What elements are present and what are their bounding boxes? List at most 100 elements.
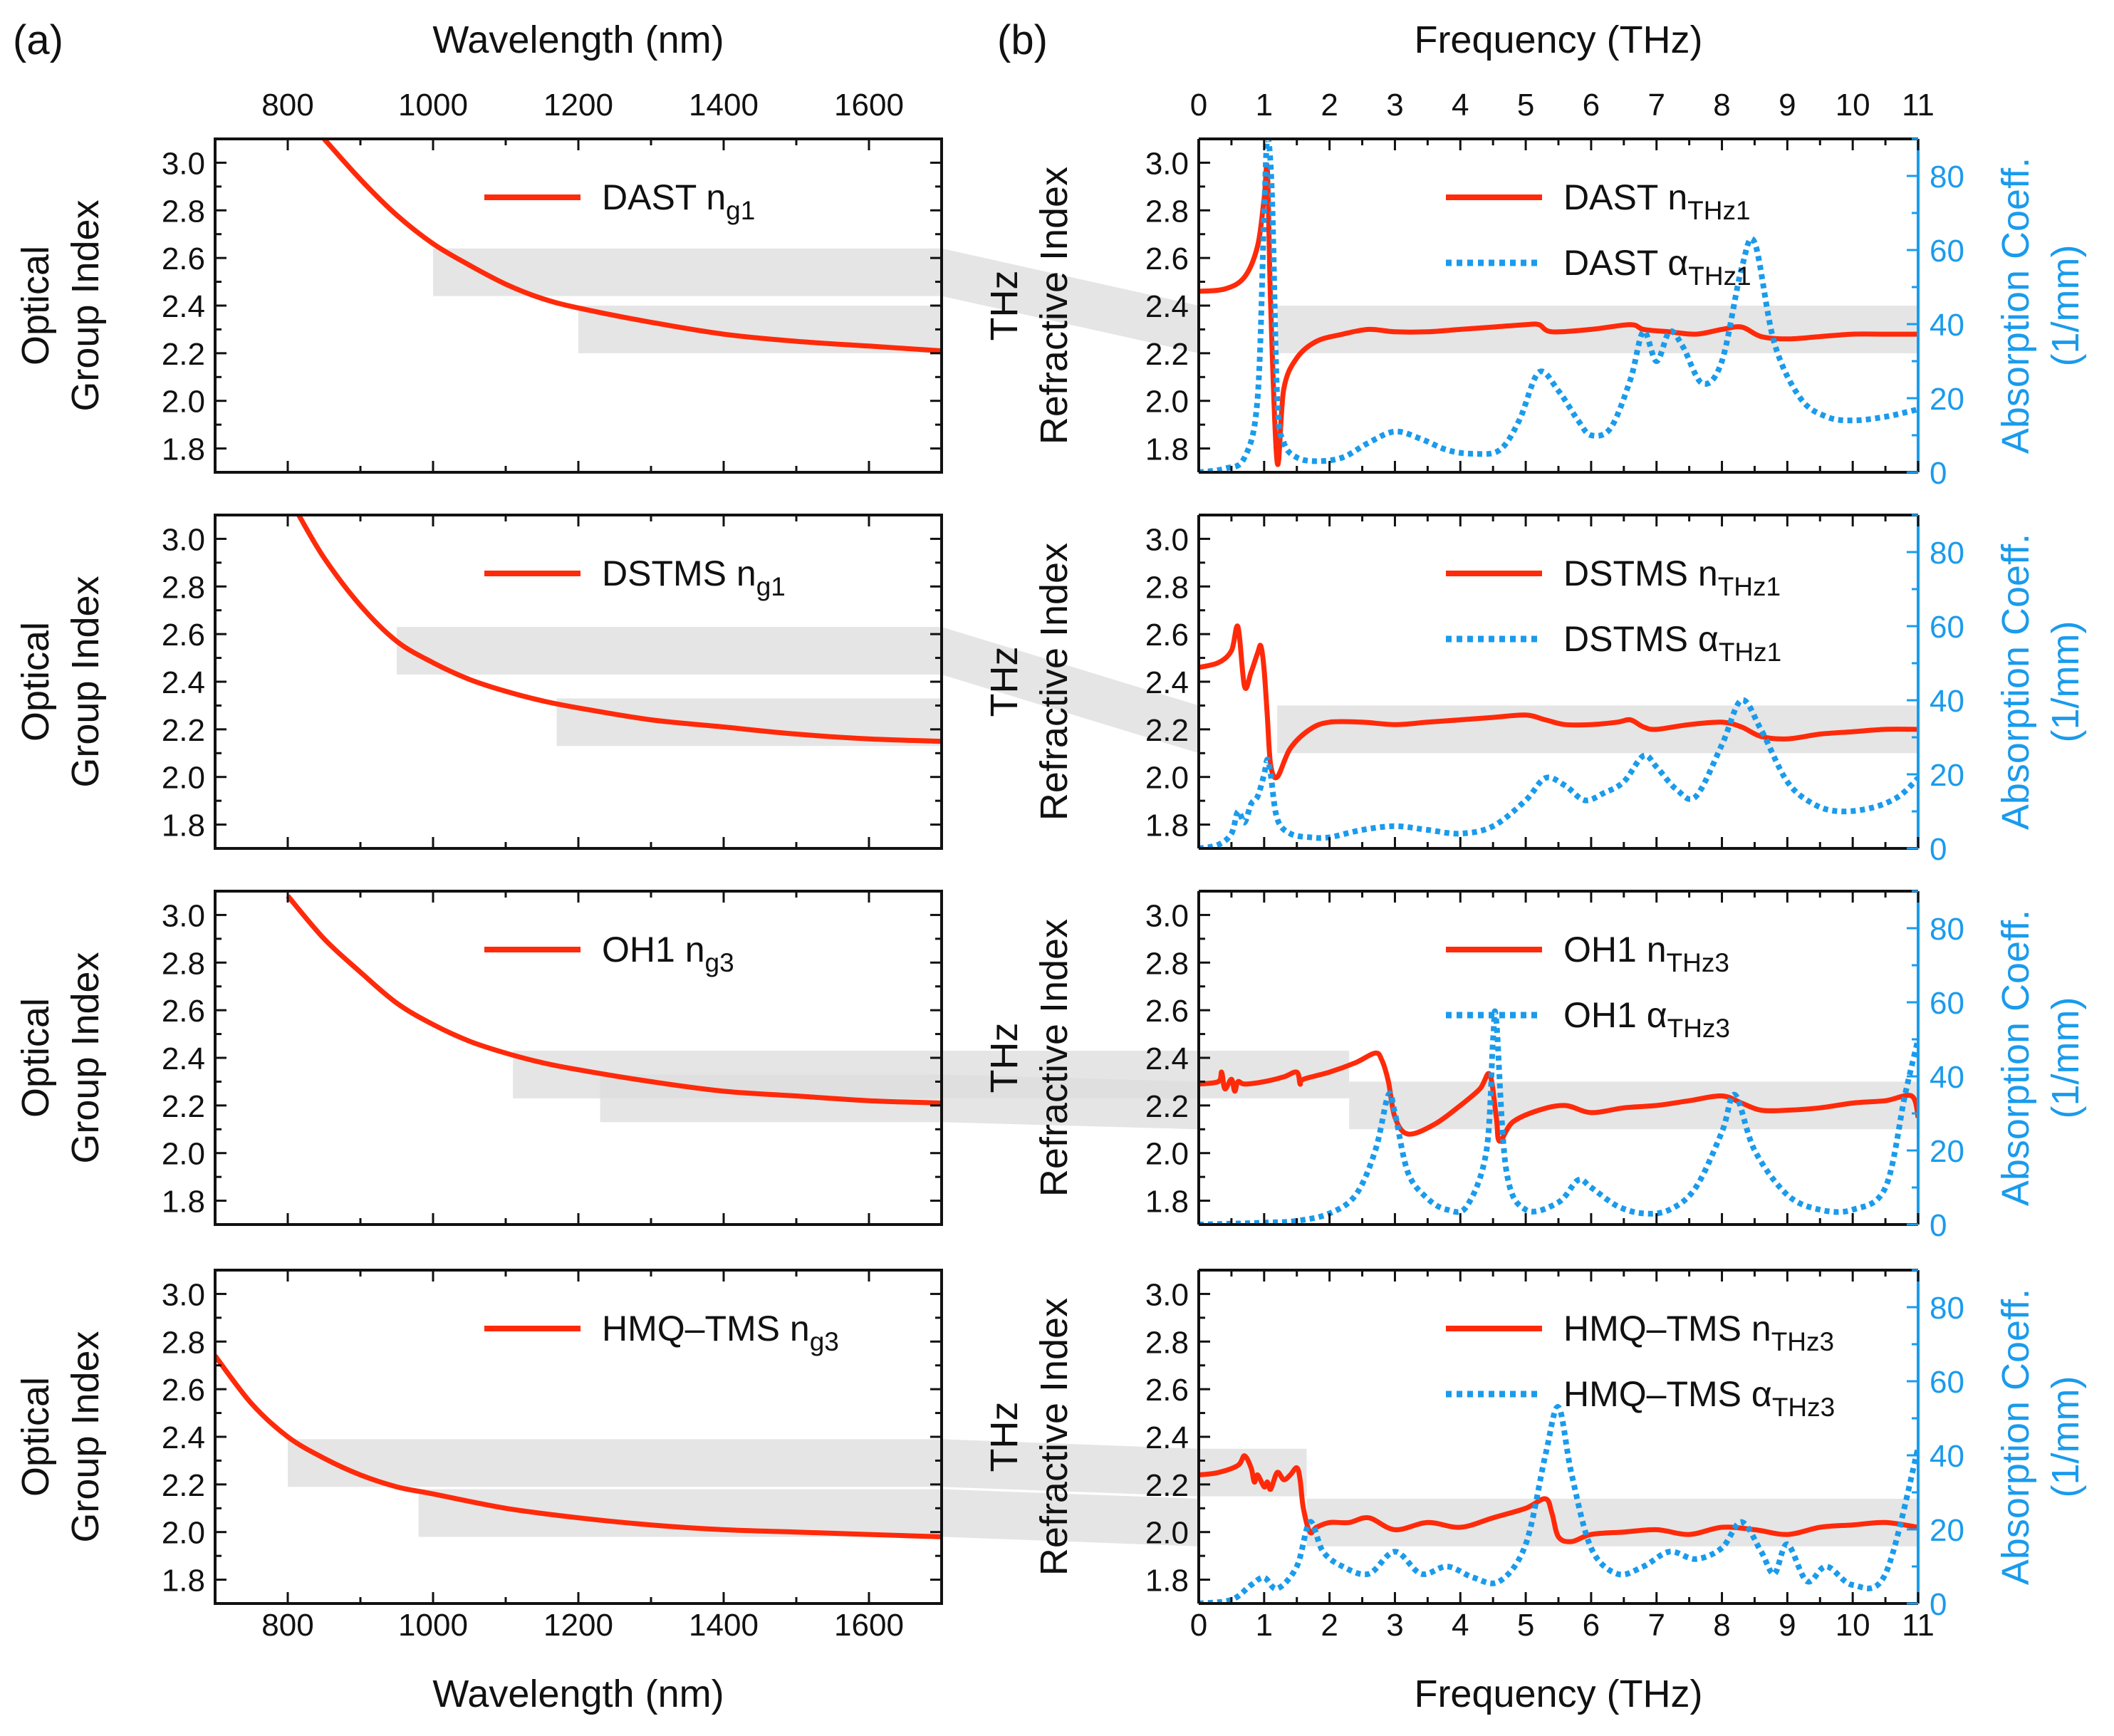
y-axis-label: Refractive Index [1033, 543, 1076, 821]
highlight-band [1277, 705, 1918, 754]
legend-label: DSTMS α [1563, 619, 1719, 659]
legend-entry: HMQ–TMS nTHz3 [1563, 1309, 1834, 1356]
legend-subscript: g1 [756, 572, 786, 601]
y-tick-label: 2.6 [162, 618, 205, 653]
y2-tick-label: 40 [1930, 1060, 1964, 1095]
legend-subscript: THz3 [1771, 1327, 1834, 1356]
y2-tick-label: 60 [1930, 610, 1964, 645]
x-tick-label: 5 [1517, 1608, 1534, 1643]
y2-tick-label: 40 [1930, 684, 1964, 719]
legend-entry: OH1 nTHz3 [1563, 930, 1729, 977]
y-tick-label: 2.8 [162, 194, 205, 229]
y-tick-label: 2.4 [1145, 289, 1189, 324]
legend-subscript: THz1 [1688, 261, 1751, 291]
y-tick-label: 2.4 [162, 665, 205, 700]
legend-label: OH1 n [1563, 930, 1667, 970]
y-axis-label: THz [983, 271, 1026, 341]
series-curve [322, 139, 942, 353]
y-tick-label: 2.2 [162, 1468, 205, 1503]
series-curve [1199, 162, 1918, 467]
axis-text: 1.8 2.0 2.2 2.4 2.6 2.8 3.0 Optical Group Index 1… [13, 17, 2087, 1715]
y-tick-label: 2.2 [1145, 337, 1189, 372]
legend-subscript: g3 [705, 948, 734, 977]
x-tick-label-top: 10 [1836, 88, 1870, 123]
x-tick-label-top: 1600 [834, 88, 904, 123]
y-tick-label: 2.8 [1145, 570, 1189, 605]
y-tick-label: 1.8 [1145, 1564, 1189, 1599]
legend-entry: OH1 αTHz3 [1563, 995, 1730, 1043]
y-axis-label: THz [983, 1402, 1026, 1472]
highlight-band [433, 248, 942, 296]
legend-entry: HMQ–TMS αTHz3 [1563, 1374, 1835, 1422]
y2-axis-label: (1/mm) [2044, 245, 2087, 367]
x-tick-label: 1200 [543, 1608, 613, 1643]
y2-tick-label: 60 [1930, 986, 1964, 1021]
x-tick-label-top: 1000 [398, 88, 468, 123]
y-tick-label: 2.0 [1145, 385, 1189, 420]
y-tick-label: 3.0 [162, 522, 205, 557]
y2-tick-label: 20 [1930, 1134, 1964, 1169]
y-tick-label: 3.0 [1145, 1277, 1189, 1312]
y-tick-label: 2.0 [162, 385, 205, 420]
legend-entry: OH1 ng3 [602, 930, 734, 977]
legend-label: HMQ–TMS α [1563, 1374, 1772, 1414]
legend-subscript: THz3 [1667, 1014, 1730, 1043]
x-tick-label-top: 3 [1386, 88, 1403, 123]
y-tick-label: 3.0 [1145, 898, 1189, 933]
y-axis-label: Optical [14, 998, 57, 1118]
x-tick-label: 1600 [834, 1608, 904, 1643]
x-tick-label-top: 5 [1517, 88, 1534, 123]
x-tick-label: 800 [261, 1608, 313, 1643]
y-tick-label: 1.8 [1145, 1185, 1189, 1220]
connector-bands [942, 248, 1199, 1547]
y-tick-label: 1.8 [162, 1564, 205, 1599]
bridge-band [942, 1074, 1199, 1130]
y2-tick-label: 20 [1930, 1513, 1964, 1548]
y-tick-label: 1.8 [1145, 432, 1189, 467]
y-tick-label: 2.0 [1145, 1137, 1189, 1172]
y-tick-label: 3.0 [1145, 146, 1189, 181]
series-curve [1199, 623, 1918, 781]
y-tick-label: 2.4 [162, 1041, 205, 1076]
x-tick-label: 1000 [398, 1608, 468, 1643]
bridge-band [942, 627, 1199, 754]
y2-tick-label: 40 [1930, 1439, 1964, 1474]
highlight-band [418, 1489, 942, 1537]
y2-tick-label: 60 [1930, 1365, 1964, 1400]
y2-axis-label: (1/mm) [2044, 621, 2087, 743]
x-tick-label: 3 [1386, 1608, 1403, 1643]
y2-axis-label: Absorption Coeff. [1994, 534, 2037, 830]
panel-label-a: (a) [13, 17, 63, 63]
y-axis-label: Group Index [64, 1331, 107, 1542]
y2-axis-label: Absorption Coeff. [1994, 157, 2037, 454]
x-tick-label-top: 6 [1583, 88, 1600, 123]
y2-tick-label: 80 [1930, 160, 1964, 194]
axes-frames [214, 137, 1920, 1605]
x-tick-label: 0 [1190, 1608, 1207, 1643]
y-tick-label: 3.0 [162, 898, 205, 933]
y-tick-label: 2.4 [1145, 1041, 1189, 1076]
legend-entry: DAST ng1 [602, 177, 755, 225]
y2-tick-label: 0 [1930, 832, 1947, 867]
legend-entry: DSTMS ng1 [602, 553, 786, 601]
y-tick-label: 2.8 [1145, 1325, 1189, 1360]
y-axis-label: Optical [14, 246, 57, 365]
y-tick-label: 2.6 [1145, 241, 1189, 276]
legend-label: OH1 n [602, 930, 705, 970]
y-tick-label: 2.6 [1145, 1373, 1189, 1408]
y-axis-label: Refractive Index [1033, 919, 1076, 1197]
series-curve [1199, 1453, 1918, 1544]
x-axis-label-top: Frequency (THz) [1414, 19, 1702, 61]
y2-axis-label: Absorption Coeff. [1994, 910, 2037, 1206]
y2-tick-label: 20 [1930, 382, 1964, 417]
y-tick-label: 2.8 [162, 570, 205, 605]
x-tick-label-top: 1 [1256, 88, 1273, 123]
legend-label: DAST α [1563, 243, 1688, 283]
y-tick-label: 2.8 [162, 946, 205, 981]
y2-axis-label: Absorption Coeff. [1994, 1289, 2037, 1585]
x-tick-label: 7 [1647, 1608, 1665, 1643]
x-axis-label: Frequency (THz) [1414, 1673, 1702, 1715]
y-tick-label: 2.0 [1145, 761, 1189, 796]
y-tick-label: 2.4 [1145, 1420, 1189, 1455]
series-curve [1199, 1404, 1918, 1604]
